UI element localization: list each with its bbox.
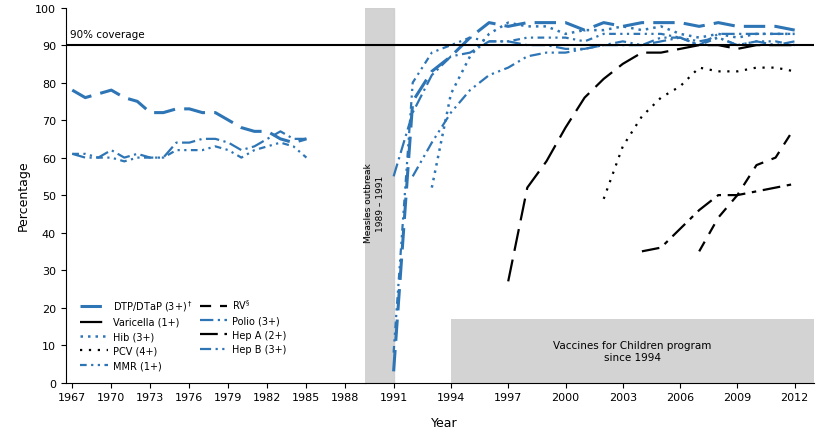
Y-axis label: Percentage: Percentage [16,160,30,231]
Text: Year: Year [431,416,457,429]
Bar [355,9,394,383]
Legend: DTP/DTaP (3+)$^\dagger$, Varicella (1+), Hib (3+), PCV (4+), MMR (1+), RV$^\S$, : DTP/DTaP (3+)$^\dagger$, Varicella (1+),… [76,294,290,374]
Text: Vaccines for Children program
since 1994: Vaccines for Children program since 1994 [553,340,712,362]
FancyBboxPatch shape [451,319,814,383]
Text: 90% coverage: 90% coverage [70,31,145,40]
Text: Measles outbreak
1989 – 1991: Measles outbreak 1989 – 1991 [364,163,385,243]
